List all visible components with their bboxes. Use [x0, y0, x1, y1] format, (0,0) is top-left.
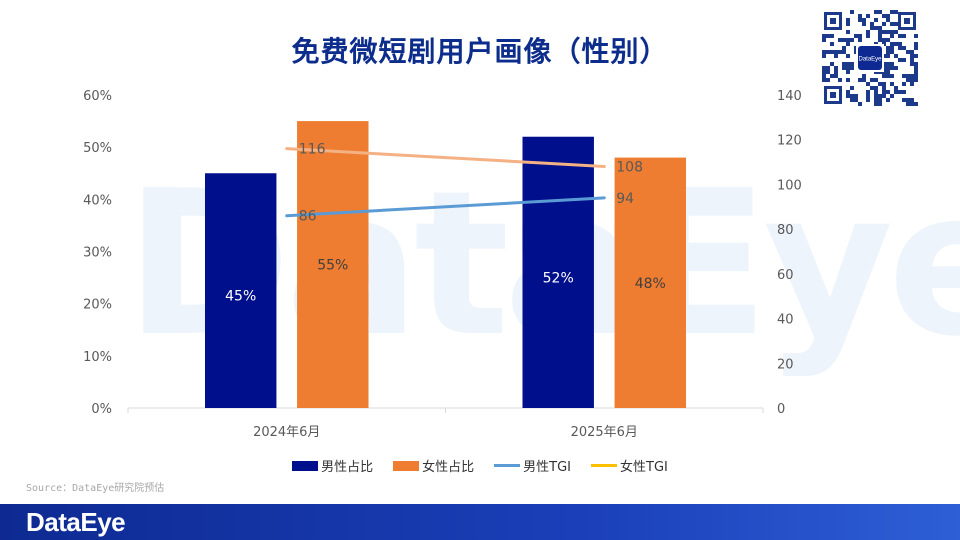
x-category-label: 2024年6月 [253, 425, 320, 440]
legend-swatch [591, 464, 618, 467]
bar-data-label: 45% [225, 289, 256, 305]
y-right-tick-label: 100 [777, 178, 802, 193]
legend-label: 男性占比 [321, 460, 374, 475]
y-right-tick-label: 60 [777, 268, 794, 283]
legend-item: 女性TGI [591, 456, 668, 475]
y-left-tick-label: 20% [83, 298, 112, 313]
y-right-tick-label: 140 [777, 89, 802, 104]
chart-title: 免费微短剧用户画像（性别） [291, 35, 669, 68]
footer-bar: DataEye [0, 504, 960, 540]
y-left-tick-label: 0% [91, 402, 112, 417]
legend: 男性占比 女性占比 男性TGI 女性TGI [0, 456, 960, 475]
legend-label: 女性占比 [422, 460, 475, 475]
y-left-tick-label: 10% [83, 350, 112, 365]
legend-item: 女性占比 [393, 456, 474, 475]
legend-swatch [292, 460, 319, 471]
brand-logo: DataEye [26, 507, 126, 537]
bar-data-label: 55% [317, 258, 348, 274]
bar [297, 121, 369, 408]
y-right-tick-label: 80 [777, 223, 794, 238]
bar [522, 136, 594, 408]
source-note: Source：DataEye研究院预估 [26, 483, 165, 494]
y-left-tick-label: 30% [83, 246, 112, 261]
qr-code-icon: DataEye [822, 10, 918, 106]
y-right-tick-label: 20 [777, 357, 794, 372]
legend-item: 男性占比 [292, 456, 373, 475]
y-left-tick-label: 60% [83, 89, 112, 104]
chart: 0% 10% 20% 30% 40% 50% 60% 0 20 40 60 80 100 120 140 20… [83, 89, 802, 440]
qr-logo-text: DataEye [858, 57, 882, 63]
tgi-line [285, 147, 606, 169]
bar-data-label: 52% [543, 270, 574, 286]
bar [204, 173, 277, 408]
legend-label: 男性TGI [523, 460, 572, 475]
legend-item: 男性TGI [494, 456, 571, 475]
y-right-tick-label: 0 [777, 402, 785, 417]
bar [614, 157, 687, 408]
line-data-label: 116 [299, 142, 326, 158]
tgi-line [285, 196, 606, 218]
y-left-tick-label: 40% [83, 193, 112, 208]
y-right-tick-label: 120 [777, 134, 802, 149]
legend-swatch [494, 464, 521, 467]
legend-label: 女性TGI [620, 460, 668, 475]
line-data-label: 108 [616, 160, 643, 176]
y-left-tick-label: 50% [83, 141, 112, 156]
x-category-label: 2025年6月 [571, 425, 638, 440]
line-data-label: 86 [299, 209, 317, 225]
bar-data-label: 48% [635, 276, 666, 292]
line-data-label: 94 [616, 191, 634, 207]
legend-swatch [393, 460, 420, 471]
y-right-tick-label: 40 [777, 313, 794, 328]
